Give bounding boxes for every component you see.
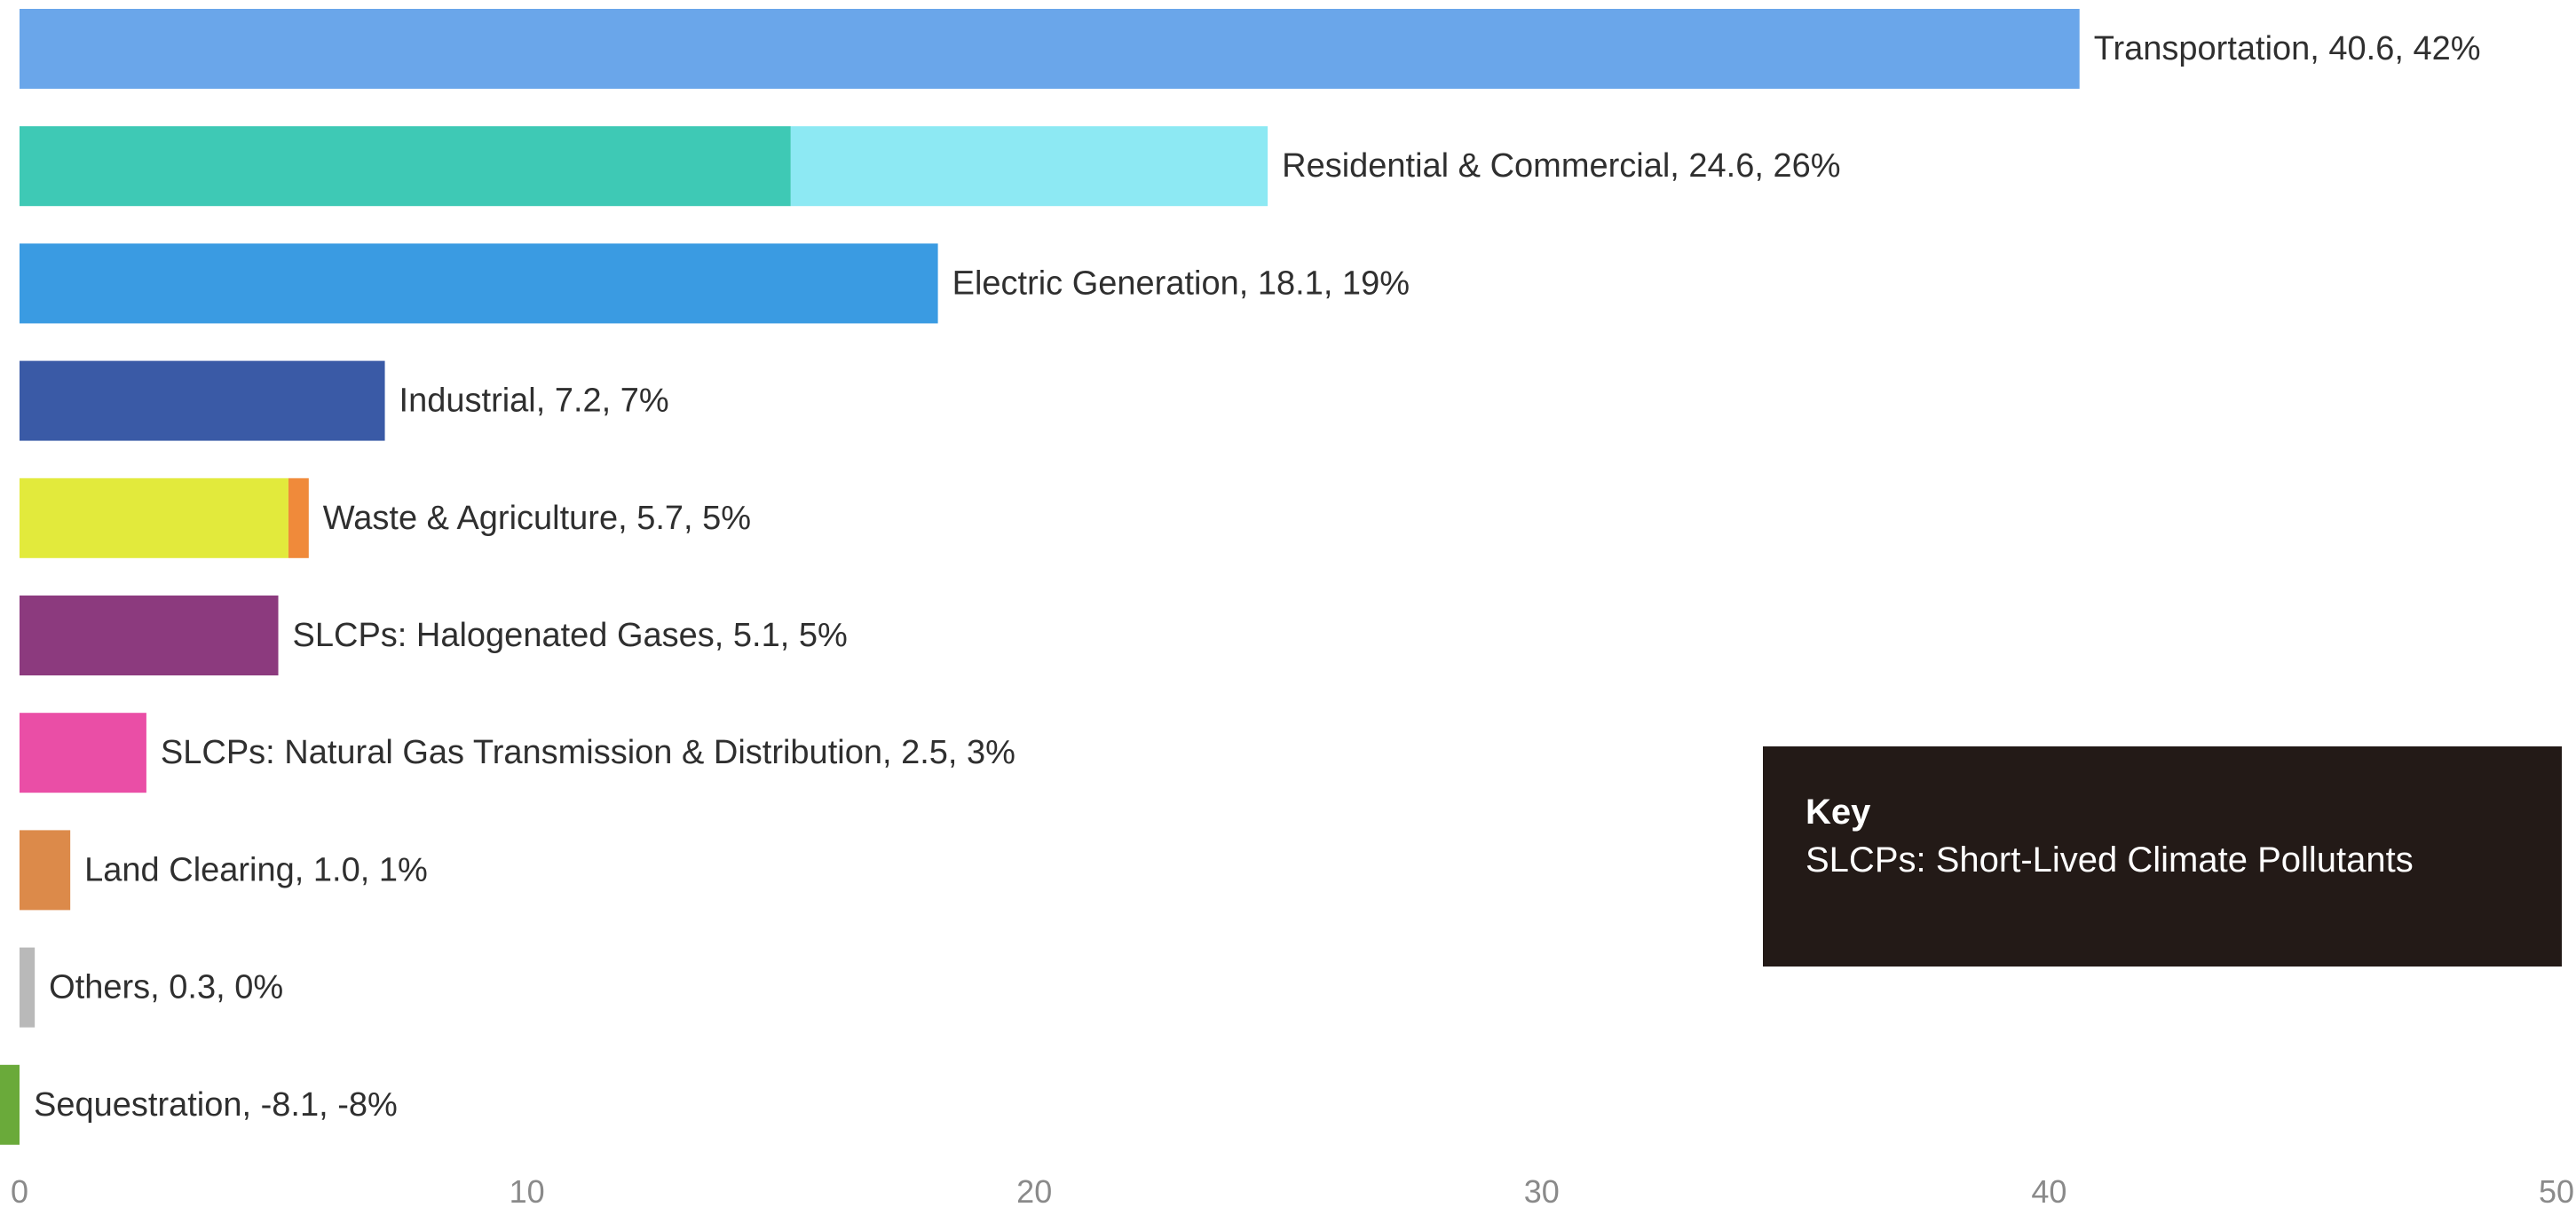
bar-label-9: Sequestration, -8.1, -8% <box>34 1086 398 1124</box>
bar-7-segment-0 <box>20 830 71 911</box>
x-tick-label-5: 50 <box>2539 1173 2574 1210</box>
bar-4-segment-0 <box>20 477 288 558</box>
bar-3-segment-0 <box>20 360 385 441</box>
bar-label-2: Electric Generation, 18.1, 19% <box>952 264 1410 302</box>
key-text: SLCPs: Short-Lived Climate Pollutants <box>1806 840 2414 880</box>
bar-5-segment-0 <box>20 596 279 675</box>
bar-2-segment-0 <box>20 243 938 324</box>
x-tick-label-1: 10 <box>510 1173 545 1210</box>
bar-1-segment-0 <box>20 126 791 207</box>
x-tick-label-0: 0 <box>11 1173 28 1210</box>
bar-8-segment-0 <box>20 947 36 1028</box>
bar-label-0: Transportation, 40.6, 42% <box>2094 30 2481 67</box>
bar-labels-group: Transportation, 40.6, 42% Residential & C… <box>34 30 2481 1124</box>
x-tick-label-4: 40 <box>2031 1173 2066 1210</box>
bar-label-7: Land Clearing, 1.0, 1% <box>84 851 428 888</box>
bar-label-4: Waste & Agriculture, 5.7, 5% <box>323 500 751 537</box>
key-box: Key SLCPs: Short-Lived Climate Pollutant… <box>1763 746 2562 967</box>
bar-0-segment-0 <box>20 9 2080 89</box>
bar-label-5: SLCPs: Halogenated Gases, 5.1, 5% <box>293 617 848 654</box>
bar-4-segment-1 <box>288 477 309 558</box>
x-tick-label-2: 20 <box>1016 1173 1052 1210</box>
bar-label-3: Industrial, 7.2, 7% <box>399 383 669 420</box>
bar-label-8: Others, 0.3, 0% <box>49 969 283 1006</box>
bar-label-1: Residential & Commercial, 24.6, 26% <box>1282 147 1840 185</box>
x-tick-label-3: 30 <box>1524 1173 1560 1210</box>
bar-6-segment-0 <box>20 713 146 793</box>
bar-1-segment-1 <box>790 126 1268 207</box>
x-axis-ticks: 0 10 20 30 40 50 <box>11 1173 2574 1210</box>
bars-group <box>0 9 2080 1145</box>
bar-9-segment-0 <box>0 1064 20 1145</box>
key-title: Key <box>1806 793 1871 832</box>
bar-label-6: SLCPs: Natural Gas Transmission & Distri… <box>161 734 1015 771</box>
